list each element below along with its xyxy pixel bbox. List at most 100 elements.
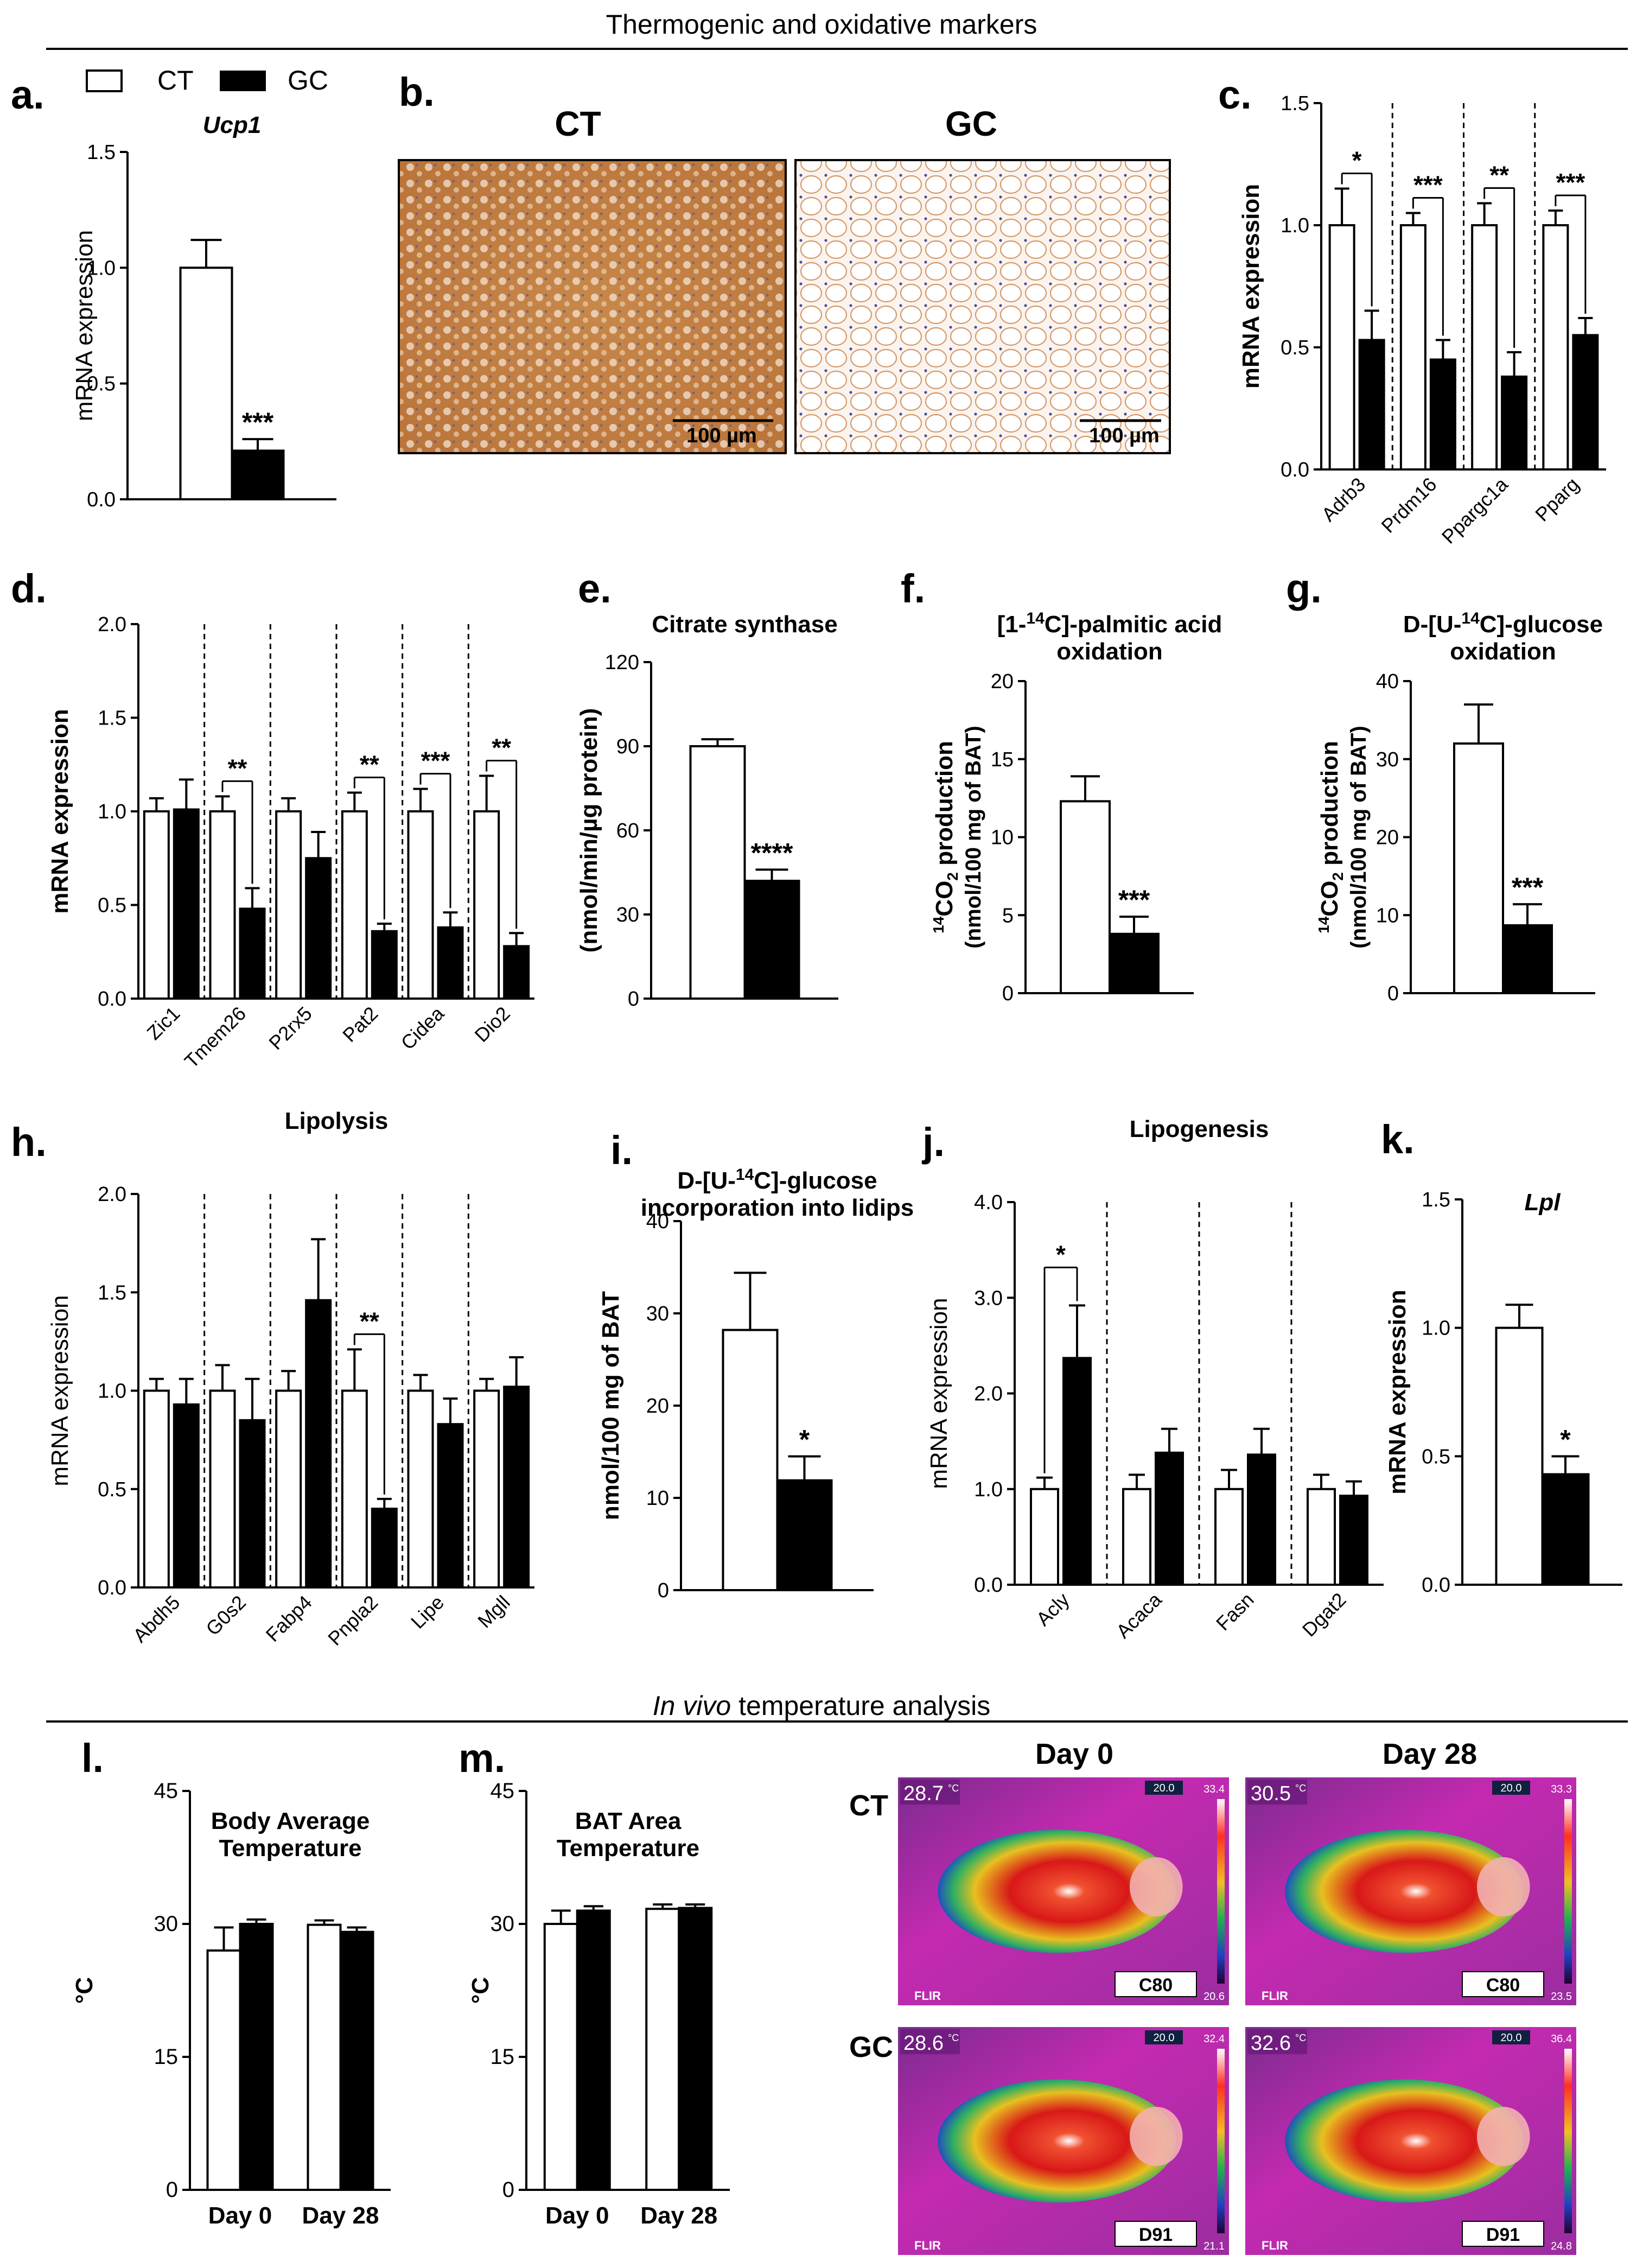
thermal-scale	[1564, 1799, 1572, 1984]
y-axis-label-d: mRNA expression	[47, 709, 73, 913]
panel-letter-h: h.	[11, 1120, 47, 1165]
y-tick-label-l: 0	[166, 2178, 178, 2202]
chart-title-l: Body Average	[211, 1808, 370, 1834]
y-tick-label-g: 0	[1387, 982, 1399, 1005]
thermal-image-3: 32.6 °C 20.0 36.4 24.8 D91 FLIR	[1245, 2027, 1576, 2255]
y-tick-label-m: 15	[491, 2045, 515, 2069]
legend: CT GC	[86, 65, 328, 96]
bar-i-0-CT	[722, 1329, 779, 1592]
y-tick-label-h: 0.5	[98, 1478, 126, 1501]
y-tick-label-a: 0.5	[87, 373, 116, 396]
y-tick-label-f: 15	[991, 748, 1014, 771]
ylabel-part: production	[931, 741, 958, 872]
thermal-mouse-body	[938, 1829, 1176, 1953]
chart-panel-f: f.[1-14C]-palmitic acidoxidation05101520…	[901, 566, 1222, 1005]
y-tick-label-l: 45	[154, 1779, 179, 1803]
bar-h-4-CT	[407, 1389, 434, 1589]
thermal-mark-bg	[1145, 2030, 1183, 2044]
thermal-scale-top: 32.4	[1203, 2033, 1225, 2045]
chart-panel-h: h. Lipolysis 0.0 0.5 1.0 1.5 2.0 mRNA expressio…	[11, 1108, 534, 1650]
bar-g-0-GC	[1502, 924, 1553, 994]
category-label-d: Dio2	[470, 1002, 514, 1046]
bar-e-0-GC	[743, 880, 800, 1000]
title-part: C]-glucose	[754, 1167, 877, 1194]
bar-f-0-CT	[1060, 800, 1111, 994]
y-tick-label-e: 90	[616, 735, 639, 758]
thermal-scale-bottom: 20.6	[1203, 1991, 1225, 2003]
bar-c-0-CT	[1328, 224, 1355, 471]
bar-k-0-GC	[1541, 1473, 1590, 1586]
bar-h-2-GC	[305, 1299, 332, 1589]
y-tick-label-c: 1.5	[1281, 92, 1309, 115]
y-tick-label-k: 1.5	[1422, 1189, 1450, 1211]
category-label-c: Prdm16	[1377, 473, 1441, 537]
y-axis-label-k: mRNA expression	[1384, 1289, 1411, 1494]
header-italic-part: In vivo	[653, 1691, 731, 1721]
bar-l-1-CT	[307, 1923, 342, 2191]
y-axis-label-a: mRNA expression	[71, 230, 98, 421]
bar-j-0-GC	[1062, 1357, 1092, 1586]
thermal-id-box	[1462, 1971, 1544, 1997]
sig-label-c: *	[1352, 147, 1362, 175]
bar-l-0-CT	[206, 1949, 241, 2191]
y-tick-label-d: 1.5	[98, 707, 126, 730]
y-tick-label-m: 30	[491, 1912, 515, 1936]
chart-title-a: Ucp1	[203, 112, 262, 138]
y-tick-label-a: 1.0	[87, 257, 116, 279]
category-label-d: Pat2	[338, 1002, 382, 1046]
y-tick-label-i: 20	[646, 1395, 669, 1418]
y-tick-label-j: 4.0	[974, 1191, 1003, 1214]
thermal-scale-mark: 20.0	[1154, 2032, 1175, 2044]
bar-j-1-CT	[1122, 1488, 1151, 1586]
sig-label-i: *	[799, 1425, 810, 1455]
chart-title-f: [1-14C]-palmitic acid	[997, 609, 1222, 638]
chart-title-i: D-[U-14C]-glucose	[677, 1166, 877, 1194]
thermal-scale	[1564, 2049, 1572, 2233]
bar-h-3-GC	[371, 1508, 398, 1589]
chart-panel-g: g.D-[U-14C]-glucoseoxidation01020304014C…	[1286, 566, 1603, 1005]
title-part: [1-	[997, 611, 1027, 638]
bar-m-1-CT	[645, 1908, 680, 2191]
category-label-c: Adrb3	[1317, 473, 1370, 526]
panel-letter-j: j.	[921, 1120, 945, 1165]
chart-panel-j: j. Lipogenesis 0.0 1.0 2.0 3.0 4.0 mRNA express…	[921, 1116, 1384, 1642]
thermal-scale	[1217, 1799, 1225, 1984]
thermal-temp-readout: 28.7	[903, 1782, 944, 1805]
panel-letter-b: b.	[399, 69, 435, 115]
thermal-image-0: 28.7 °C 20.0 33.4 20.6 C80 FLIR	[898, 1777, 1229, 2005]
bar-d-4-GC	[437, 926, 464, 1000]
y-tick-label-i: 40	[646, 1210, 669, 1233]
bar-c-1-GC	[1429, 358, 1456, 471]
title-part: 14	[1026, 609, 1045, 627]
title-part: 14	[1461, 609, 1480, 627]
bar-m-1-GC	[678, 1907, 713, 2191]
histology-image-gc: 100 µm	[794, 159, 1171, 454]
sig-label-h: **	[360, 1307, 379, 1335]
panel-letter-g: g.	[1286, 566, 1322, 611]
bar-l-0-GC	[239, 1923, 274, 2191]
thermal-mark-bg	[1492, 1781, 1530, 1795]
thermal-hotspot	[1130, 2107, 1183, 2167]
bar-g-0-CT	[1453, 742, 1504, 994]
y-tick-label-k: 1.0	[1422, 1317, 1450, 1340]
thermal-col-label-day28: Day 28	[1383, 1738, 1477, 1770]
thermal-temp-readout: 28.6	[903, 2032, 944, 2055]
bar-e-0-CT	[689, 745, 746, 1000]
thermal-temp-unit: °C	[948, 1783, 959, 1794]
bar-d-4-CT	[407, 810, 434, 1000]
sig-label-c: ***	[1413, 171, 1443, 199]
sig-label-g: ***	[1512, 872, 1544, 903]
thermal-readout-bg	[1247, 2029, 1307, 2054]
y-tick-label-i: 10	[646, 1487, 669, 1510]
y-tick-label-k: 0.5	[1422, 1445, 1450, 1468]
thermal-scale-mark: 20.0	[1154, 1782, 1175, 1794]
bar-d-1-CT	[209, 810, 236, 1000]
thermal-readout-bg	[900, 2029, 960, 2054]
y-tick-label-h: 1.5	[98, 1281, 126, 1304]
bar-h-1-CT	[209, 1389, 236, 1589]
thermal-mouse-body	[1285, 2079, 1524, 2203]
title-part: 14	[736, 1166, 754, 1184]
thermal-temp-unit: °C	[948, 2032, 959, 2043]
panel-letter-d: d.	[11, 566, 47, 611]
y-tick-label-h: 2.0	[98, 1183, 126, 1206]
